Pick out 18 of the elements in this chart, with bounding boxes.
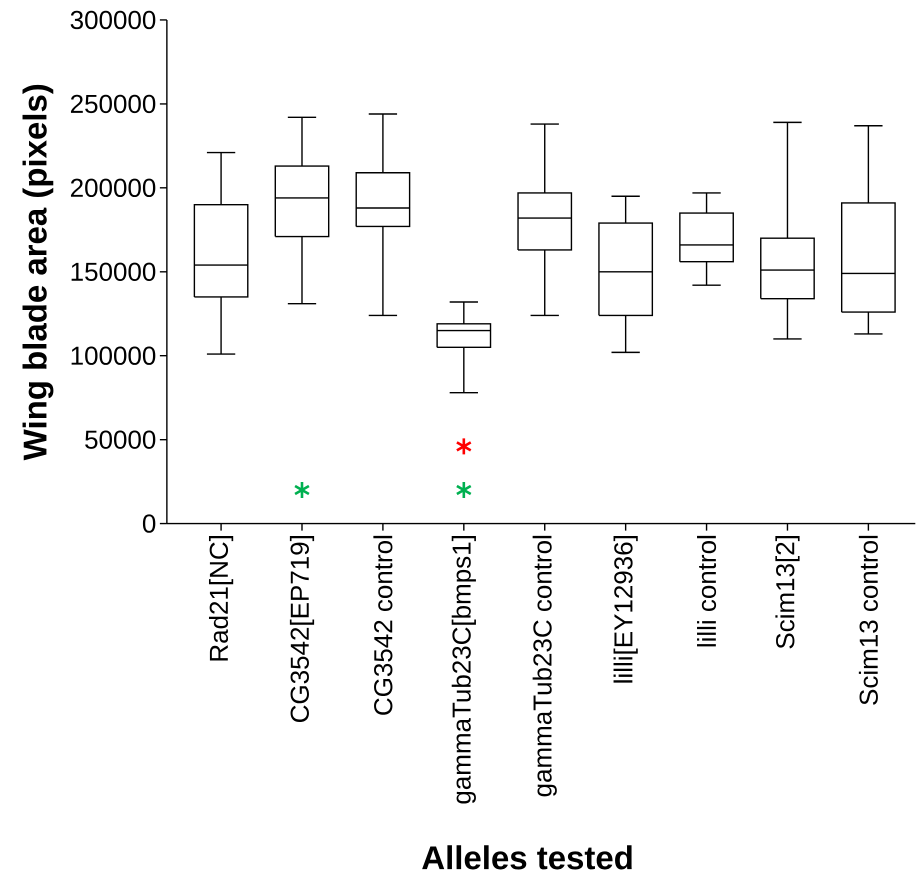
x-tick-label: lilli[EY12936] bbox=[614, 536, 638, 683]
y-tick-label: 200000 bbox=[70, 178, 156, 198]
y-axis-title: Wing blade area (pixels) bbox=[22, 84, 54, 460]
y-tick-label: 250000 bbox=[70, 94, 156, 114]
x-tick-label: CG3542[EP719] bbox=[290, 536, 314, 722]
y-tick-label: 150000 bbox=[72, 262, 156, 282]
x-tick-label: CG3542 control bbox=[373, 536, 392, 715]
x-tick-label: Scim13[2] bbox=[775, 536, 800, 649]
x-tick-label: gammaTub23C[bmps1] bbox=[452, 536, 476, 804]
x-tick-label: Scim13 control bbox=[858, 536, 878, 705]
x-tick-label: Rad21[NC] bbox=[208, 536, 234, 661]
x-tick-label: lilli control bbox=[697, 536, 716, 647]
y-tick-label: 300000 bbox=[70, 10, 156, 30]
x-tick-label: gammaTub23C control bbox=[532, 536, 557, 796]
y-tick-label: 100000 bbox=[72, 346, 156, 366]
y-tick-label: 0 bbox=[142, 514, 156, 533]
y-tick-label: 50000 bbox=[85, 430, 156, 449]
x-axis-title: Alleles tested bbox=[422, 845, 632, 870]
